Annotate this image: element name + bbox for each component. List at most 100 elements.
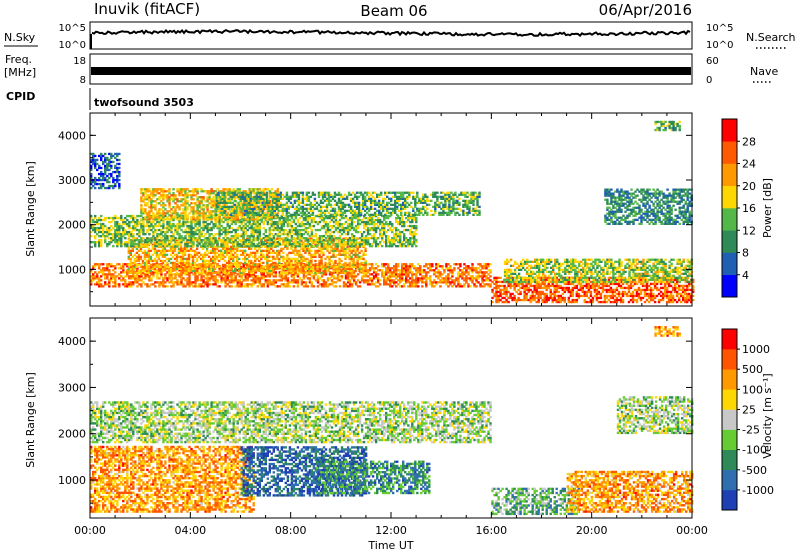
power-cell — [204, 241, 206, 243]
power-cell — [168, 188, 170, 190]
power-cell — [253, 243, 255, 245]
power-cell — [367, 239, 369, 241]
power-cell — [172, 200, 174, 202]
power-cell — [162, 270, 164, 272]
power-cell — [255, 275, 257, 277]
power-cell — [170, 279, 172, 281]
power-cell — [154, 231, 156, 233]
power-cell — [399, 235, 401, 237]
power-cell — [393, 279, 395, 281]
power-cell — [160, 233, 162, 235]
power-cell — [489, 269, 491, 271]
power-cell — [329, 243, 331, 245]
power-cell — [214, 223, 216, 225]
power-cell — [222, 254, 224, 256]
power-cell — [269, 275, 271, 277]
power-cell — [311, 231, 313, 233]
power-cell — [164, 231, 166, 233]
power-cell — [224, 218, 226, 220]
power-cell — [427, 271, 429, 273]
power-cell — [329, 233, 331, 235]
power-cell — [435, 281, 437, 283]
power-cell — [399, 239, 401, 241]
power-cell — [198, 223, 200, 225]
power-cell — [192, 214, 194, 216]
station-title: Inuvik (fitACF) — [94, 0, 200, 18]
power-cell — [166, 239, 168, 241]
power-cell — [140, 256, 142, 258]
power-cell — [140, 264, 142, 266]
power-cell — [289, 241, 291, 243]
power-cell — [128, 223, 130, 225]
power-cell — [94, 217, 96, 219]
power-cell — [102, 227, 104, 229]
power-cell — [375, 267, 377, 269]
power-cell — [190, 248, 192, 250]
power-cell — [401, 277, 403, 279]
power-cell — [339, 285, 341, 287]
power-cell — [180, 241, 182, 243]
power-cell — [377, 285, 379, 287]
power-cell — [258, 248, 260, 250]
power-cell — [224, 248, 226, 250]
power-cell — [104, 217, 106, 219]
power-cell — [295, 217, 297, 219]
power-cell — [259, 231, 261, 233]
power-cell — [344, 250, 346, 252]
power-cell — [134, 262, 136, 264]
power-cell — [271, 243, 273, 245]
power-cell — [459, 265, 461, 267]
power-cell — [170, 254, 172, 256]
power-cell — [224, 241, 226, 243]
power-cell — [170, 227, 172, 229]
power-cell — [381, 245, 383, 247]
power-cell — [465, 277, 467, 279]
power-cell — [182, 283, 184, 285]
power-cell — [335, 219, 337, 221]
power-cell — [272, 270, 274, 272]
power-cell — [319, 221, 321, 223]
power-cell — [395, 267, 397, 269]
power-cell — [327, 279, 329, 281]
power-cell — [328, 262, 330, 264]
power-cell — [320, 256, 322, 258]
power-cell — [224, 285, 226, 287]
power-cell — [204, 233, 206, 235]
power-cell — [364, 254, 366, 256]
power-cell — [245, 231, 247, 233]
power-cell — [259, 229, 261, 231]
power-cell — [212, 243, 214, 245]
power-cell — [196, 198, 198, 200]
power-cell — [244, 270, 246, 272]
power-cell — [307, 241, 309, 243]
power-cell — [142, 194, 144, 196]
power-cell — [309, 223, 311, 225]
power-cell — [316, 252, 318, 254]
power-cell — [162, 262, 164, 264]
power-cell — [285, 237, 287, 239]
power-cell — [92, 279, 94, 281]
power-cell — [210, 212, 212, 214]
power-cell — [220, 239, 222, 241]
power-cell — [371, 245, 373, 247]
power-cell — [351, 237, 353, 239]
power-cell — [188, 260, 190, 262]
power-cell — [411, 275, 413, 277]
power-cell — [312, 270, 314, 272]
power-cell — [300, 262, 302, 264]
power-cell — [379, 243, 381, 245]
power-cell — [150, 250, 152, 252]
power-cell — [206, 245, 208, 247]
power-cell — [248, 264, 250, 266]
power-cell — [345, 227, 347, 229]
power-cell — [194, 252, 196, 254]
power-cell — [92, 273, 94, 275]
power-cell — [222, 221, 224, 223]
power-cell — [250, 260, 252, 262]
power-cell — [329, 229, 331, 231]
power-cell — [202, 229, 204, 231]
power-cell — [224, 229, 226, 231]
power-cell — [239, 239, 241, 241]
power-cell — [214, 275, 216, 277]
power-cell — [231, 275, 233, 277]
